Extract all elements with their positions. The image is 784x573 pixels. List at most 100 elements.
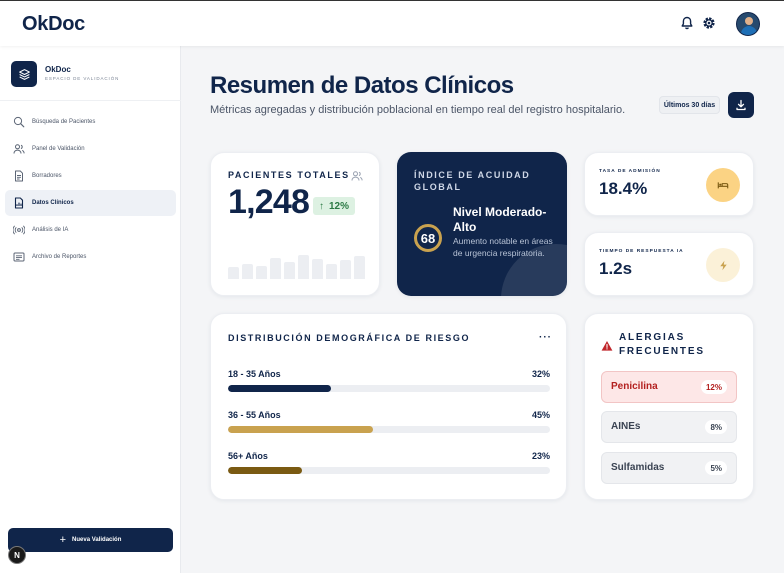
acuity-level: Nivel Moderado-Alto bbox=[453, 205, 547, 234]
plus-icon: + bbox=[59, 533, 67, 546]
total-patients-value: 1,248 bbox=[228, 183, 310, 221]
warning-icon bbox=[601, 341, 613, 351]
allergies-title: ALERGIAS FRECUENTES bbox=[619, 332, 705, 357]
sidebar-item-report-archive[interactable]: Archivo de Reportes bbox=[5, 244, 176, 270]
demographic-pct: 45% bbox=[531, 410, 550, 420]
acuity-index-card: ÍNDICE DE ACUIDAD GLOBAL 68 Nivel Modera… bbox=[397, 152, 567, 296]
sidebar-item-label: Archivo de Reportes bbox=[32, 254, 87, 260]
page-subtitle: Métricas agregadas y distribución poblac… bbox=[210, 104, 626, 116]
acuity-score-ring: 68 bbox=[414, 224, 442, 252]
document-icon bbox=[15, 170, 23, 182]
admission-rate-value: 18.4% bbox=[599, 179, 648, 198]
demographic-track bbox=[228, 385, 550, 392]
ai-response-value: 1.2s bbox=[599, 259, 633, 278]
date-range-button[interactable]: Últimos 30 días bbox=[659, 96, 720, 114]
acuity-label: ÍNDICE DE ACUIDAD GLOBAL bbox=[414, 170, 531, 192]
sidebar-item-clinical-data[interactable]: Datos Clínicos bbox=[5, 190, 176, 216]
gear-icon[interactable] bbox=[701, 15, 717, 31]
trend-bar bbox=[325, 263, 338, 279]
trend-bar bbox=[255, 266, 268, 279]
allergy-name: AINEs bbox=[611, 421, 641, 432]
allergy-item[interactable]: AINEs 8% bbox=[601, 411, 737, 443]
sidebar-item-validation-panel[interactable]: Panel de Validación bbox=[5, 136, 176, 162]
demographic-label: 36 - 55 Años bbox=[228, 410, 281, 420]
archive-icon bbox=[13, 252, 25, 262]
trend-bar bbox=[283, 262, 296, 279]
demographic-label: 56+ Años bbox=[228, 451, 268, 461]
demographic-track bbox=[228, 467, 550, 474]
allergy-pct: 8% bbox=[705, 420, 727, 434]
demographic-bar bbox=[228, 426, 373, 433]
top-bar: OkDoc bbox=[0, 0, 784, 46]
more-options-icon[interactable]: ··· bbox=[539, 332, 552, 343]
demographic-pct: 23% bbox=[531, 451, 550, 461]
demographic-pct: 32% bbox=[531, 369, 550, 379]
download-icon bbox=[736, 99, 746, 111]
ai-sensor-icon bbox=[13, 225, 25, 235]
workspace-subtitle: ESPACIO DE VALIDACIÓN bbox=[45, 76, 120, 81]
demographic-row: 56+ Años 23% bbox=[228, 451, 550, 477]
acuity-score: 68 bbox=[420, 230, 436, 246]
brand-logo[interactable]: OkDoc bbox=[22, 13, 85, 35]
demographic-track bbox=[228, 426, 550, 433]
admission-rate-card: TASA DE ADMISIÓN 18.4% bbox=[584, 152, 754, 216]
sidebar: OkDoc ESPACIO DE VALIDACIÓN Búsqueda de … bbox=[0, 46, 181, 573]
admission-rate-label: TASA DE ADMISIÓN bbox=[599, 169, 661, 174]
trend-bar bbox=[311, 258, 324, 279]
sidebar-item-label: Panel de Validación bbox=[32, 146, 85, 152]
lightning-icon bbox=[706, 248, 740, 282]
new-validation-label: Nueva Validación bbox=[72, 537, 122, 543]
total-patients-card: PACIENTES TOTALES 1,248 ↑ 12% bbox=[210, 152, 380, 296]
document-chart-icon bbox=[14, 197, 24, 209]
patients-trend-chart bbox=[228, 245, 366, 279]
trend-bar bbox=[228, 267, 240, 279]
total-patients-label: PACIENTES TOTALES bbox=[228, 170, 350, 180]
allergy-item[interactable]: Penicilina 12% bbox=[601, 371, 737, 403]
demographics-title: DISTRIBUCIÓN DEMOGRÁFICA DE RIESGO bbox=[228, 333, 471, 343]
trend-bar bbox=[297, 255, 310, 279]
users-icon bbox=[351, 171, 363, 181]
growth-badge: ↑ 12% bbox=[313, 197, 356, 215]
trend-bar bbox=[353, 255, 366, 279]
acuity-description: Aumento notable en áreas de urgencia res… bbox=[453, 236, 553, 258]
allergy-item[interactable]: Sulfamidas 5% bbox=[601, 452, 737, 484]
ai-response-label: TIEMPO DE RESPUESTA IA bbox=[599, 249, 684, 254]
growth-value: 12% bbox=[329, 200, 350, 212]
trend-bar bbox=[269, 257, 282, 279]
ai-response-card: TIEMPO DE RESPUESTA IA 1.2s bbox=[584, 232, 754, 296]
sidebar-item-label: Análisis de IA bbox=[32, 227, 69, 233]
user-avatar[interactable] bbox=[736, 12, 760, 36]
sidebar-item-drafts[interactable]: Borradores bbox=[5, 163, 176, 189]
download-button[interactable] bbox=[728, 92, 754, 118]
trend-bar bbox=[339, 260, 352, 279]
demographic-label: 18 - 35 Años bbox=[228, 369, 281, 379]
sidebar-item-patient-search[interactable]: Búsqueda de Pacientes bbox=[5, 109, 176, 135]
workspace-header: OkDoc ESPACIO DE VALIDACIÓN bbox=[11, 61, 181, 91]
frequent-allergies-card: ALERGIAS FRECUENTES Penicilina 12% AINEs… bbox=[584, 313, 754, 500]
arrow-up-icon: ↑ bbox=[319, 200, 324, 212]
trend-bar bbox=[241, 263, 254, 279]
n-badge[interactable]: N bbox=[8, 546, 26, 564]
demographic-bar bbox=[228, 467, 303, 474]
allergy-name: Penicilina bbox=[611, 381, 658, 392]
sidebar-item-label: Búsqueda de Pacientes bbox=[32, 119, 96, 125]
allergy-pct: 12% bbox=[700, 380, 727, 394]
sidebar-item-label: Datos Clínicos bbox=[32, 200, 74, 206]
new-validation-button[interactable]: + Nueva Validación bbox=[8, 528, 173, 552]
bell-icon[interactable] bbox=[679, 15, 695, 31]
search-icon bbox=[13, 116, 25, 128]
allergy-pct: 5% bbox=[705, 461, 727, 475]
sidebar-divider bbox=[0, 100, 181, 101]
demographic-row: 18 - 35 Años 32% bbox=[228, 369, 550, 395]
allergy-name: Sulfamidas bbox=[611, 462, 665, 473]
sidebar-item-ai-analysis[interactable]: Análisis de IA bbox=[5, 217, 176, 243]
page-title: Resumen de Datos Clínicos bbox=[210, 72, 514, 99]
users-icon bbox=[13, 144, 25, 154]
risk-demographics-card: DISTRIBUCIÓN DEMOGRÁFICA DE RIESGO ··· 1… bbox=[210, 313, 567, 500]
demographic-bar bbox=[228, 385, 332, 392]
bed-icon bbox=[706, 168, 740, 202]
workspace-name: OkDoc bbox=[45, 65, 71, 74]
layers-icon bbox=[11, 61, 37, 87]
sidebar-item-label: Borradores bbox=[32, 173, 62, 179]
sidebar-nav: Búsqueda de Pacientes Panel de Validació… bbox=[5, 109, 176, 271]
